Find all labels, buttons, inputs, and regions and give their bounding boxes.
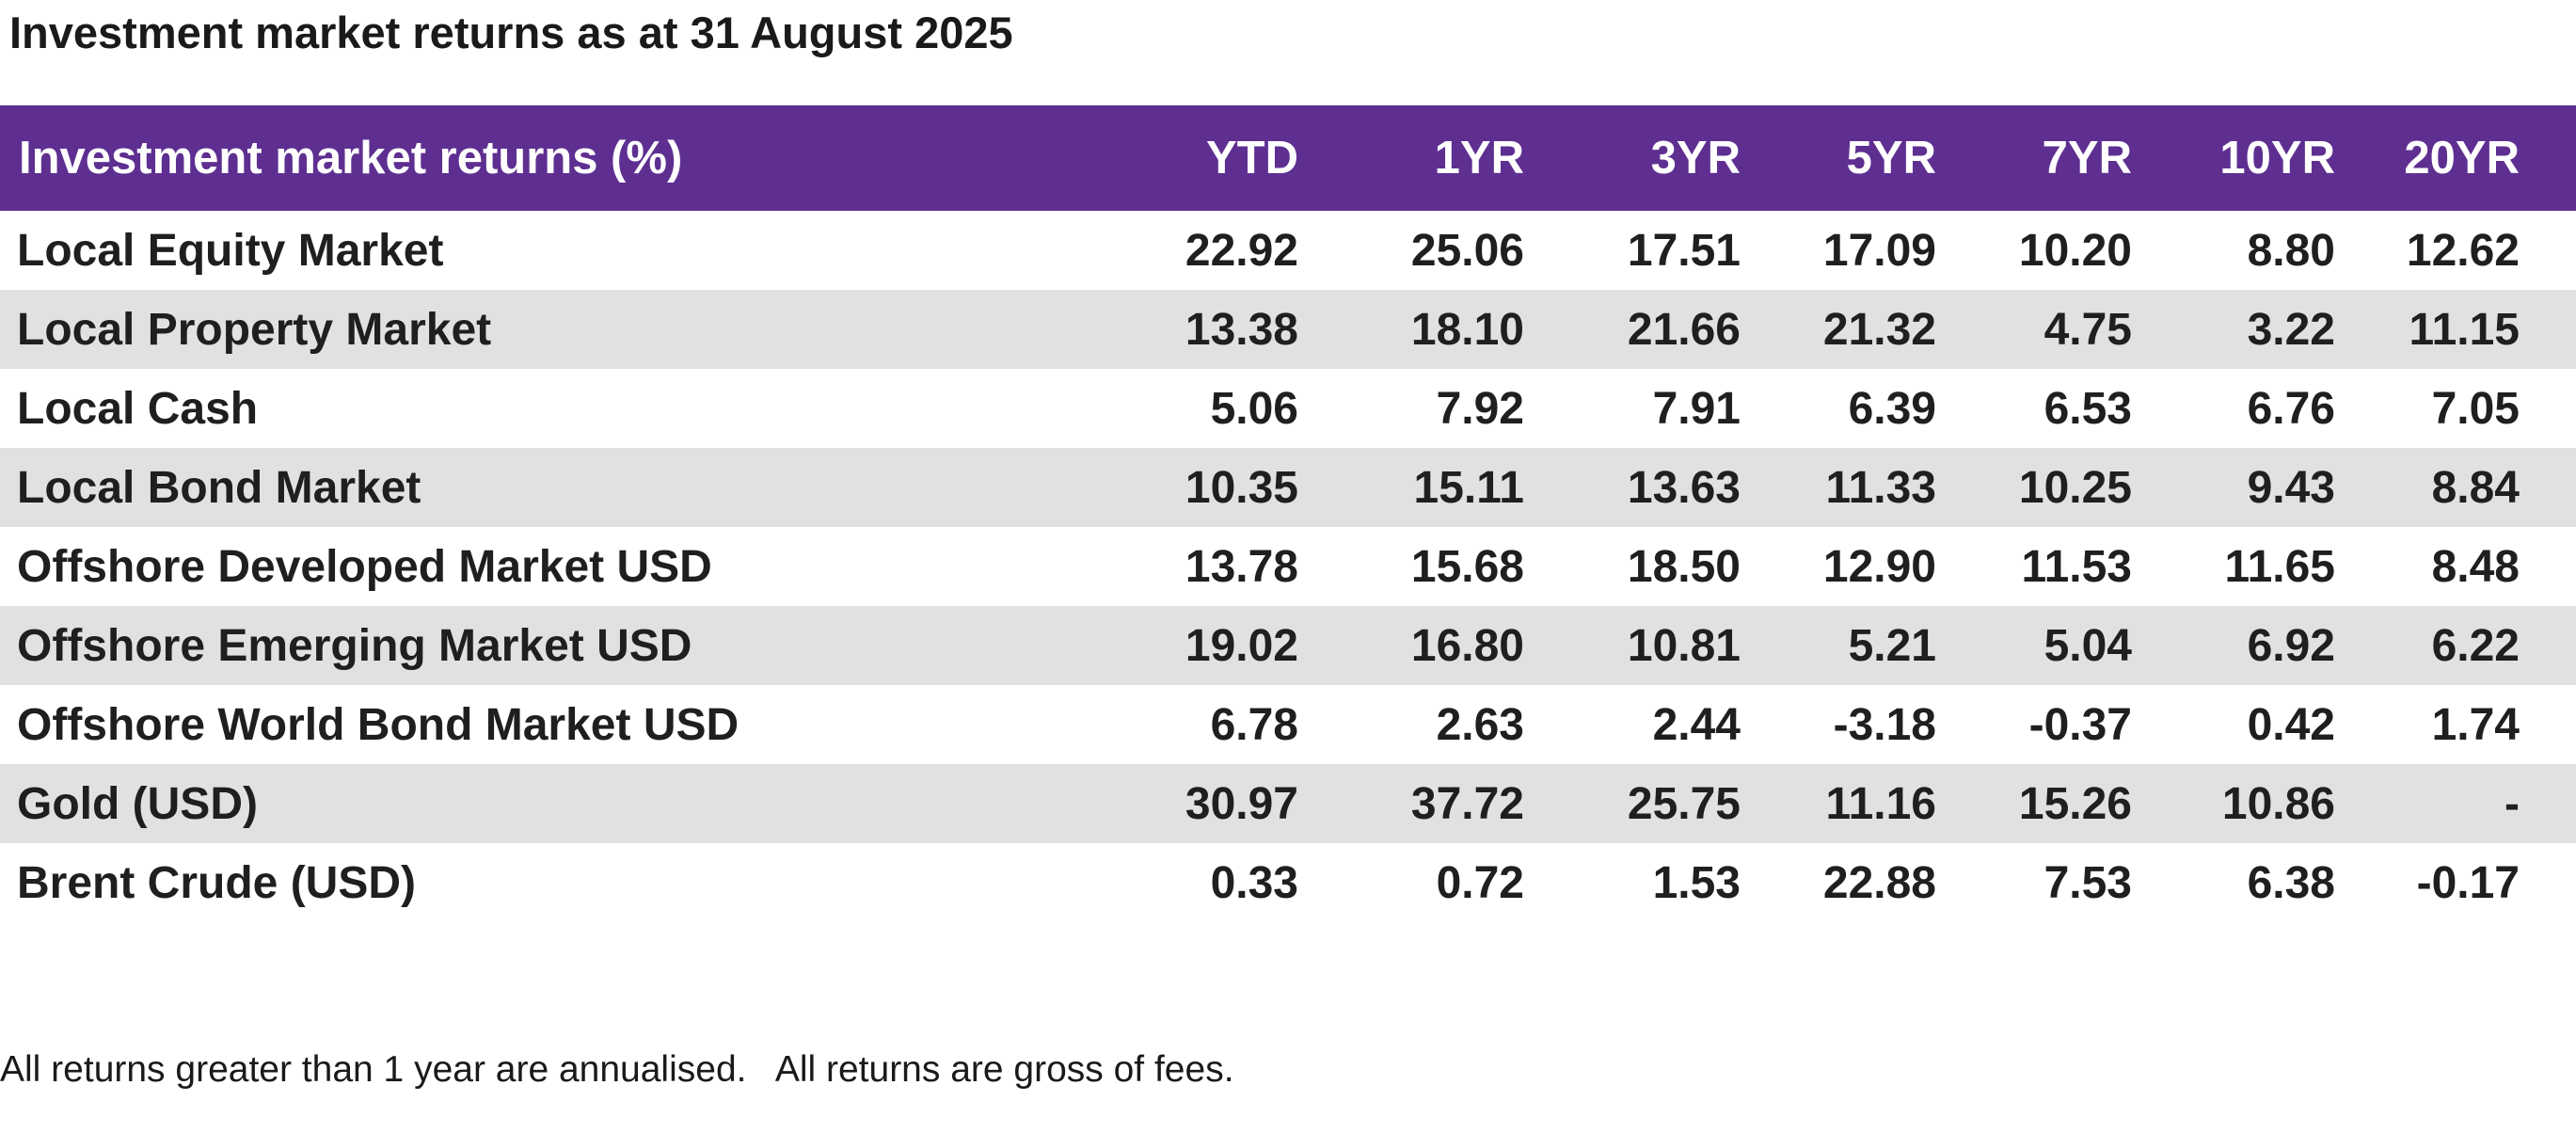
cell-3yr: 13.63 xyxy=(1627,462,1741,513)
row-label: Local Cash xyxy=(17,383,259,434)
table-row: Offshore Emerging Market USD 19.02 16.80… xyxy=(0,606,2576,685)
row-label: Gold (USD) xyxy=(17,778,258,829)
cell-1yr: 15.68 xyxy=(1410,541,1524,592)
cell-20yr: 6.22 xyxy=(2431,620,2520,671)
cell-7yr: 6.53 xyxy=(2043,383,2132,434)
cell-ytd: 13.38 xyxy=(1185,304,1298,355)
cell-1yr: 16.80 xyxy=(1410,620,1524,671)
cell-7yr: 10.25 xyxy=(2018,462,2132,513)
table-row: Brent Crude (USD) 0.33 0.72 1.53 22.88 7… xyxy=(0,843,2576,922)
header-7yr: 7YR xyxy=(2042,133,2132,184)
cell-10yr: 8.80 xyxy=(2247,225,2335,276)
row-label: Local Bond Market xyxy=(17,462,421,513)
cell-5yr: -3.18 xyxy=(1833,699,1936,750)
cell-5yr: 11.16 xyxy=(1825,778,1936,829)
cell-20yr: 12.62 xyxy=(2406,225,2520,276)
table-row: Offshore Developed Market USD 13.78 15.6… xyxy=(0,527,2576,606)
cell-20yr: -0.17 xyxy=(2416,857,2520,908)
cell-ytd: 5.06 xyxy=(1210,383,1298,434)
cell-5yr: 17.09 xyxy=(1822,225,1936,276)
cell-5yr: 11.33 xyxy=(1825,462,1936,513)
page-title: Investment market returns as at 31 Augus… xyxy=(9,8,1013,57)
cell-ytd: 22.92 xyxy=(1185,225,1298,276)
cell-7yr: 7.53 xyxy=(2043,857,2132,908)
cell-3yr: 1.53 xyxy=(1652,857,1741,908)
table-row: Local Bond Market 10.35 15.11 13.63 11.3… xyxy=(0,448,2576,527)
table-row: Gold (USD) 30.97 37.72 25.75 11.16 15.26… xyxy=(0,764,2576,843)
cell-5yr: 6.39 xyxy=(1848,383,1936,434)
cell-1yr: 18.10 xyxy=(1410,304,1524,355)
cell-7yr: 15.26 xyxy=(2018,778,2132,829)
cell-10yr: 9.43 xyxy=(2247,462,2335,513)
cell-7yr: 11.53 xyxy=(2021,541,2132,592)
table-row: Offshore World Bond Market USD 6.78 2.63… xyxy=(0,685,2576,764)
cell-10yr: 6.92 xyxy=(2247,620,2335,671)
cell-5yr: 22.88 xyxy=(1822,857,1936,908)
table-header-row: Investment market returns (%) YTD 1YR 3Y… xyxy=(0,105,2576,211)
cell-ytd: 30.97 xyxy=(1185,778,1298,829)
cell-1yr: 37.72 xyxy=(1410,778,1524,829)
cell-7yr: -0.37 xyxy=(2028,699,2132,750)
cell-3yr: 25.75 xyxy=(1627,778,1741,829)
cell-7yr: 4.75 xyxy=(2043,304,2132,355)
header-5yr: 5YR xyxy=(1846,133,1936,184)
cell-5yr: 21.32 xyxy=(1822,304,1936,355)
row-label: Local Property Market xyxy=(17,304,492,355)
header-ytd: YTD xyxy=(1206,133,1298,184)
cell-10yr: 11.65 xyxy=(2224,541,2335,592)
cell-10yr: 0.42 xyxy=(2247,699,2335,750)
cell-1yr: 0.72 xyxy=(1436,857,1524,908)
row-label: Offshore Developed Market USD xyxy=(17,541,712,592)
cell-10yr: 6.76 xyxy=(2247,383,2335,434)
cell-ytd: 0.33 xyxy=(1210,857,1298,908)
cell-1yr: 7.92 xyxy=(1436,383,1524,434)
header-20yr: 20YR xyxy=(2404,133,2520,184)
cell-1yr: 2.63 xyxy=(1436,699,1524,750)
cell-5yr: 12.90 xyxy=(1822,541,1936,592)
cell-3yr: 2.44 xyxy=(1652,699,1741,750)
table-row: Local Equity Market 22.92 25.06 17.51 17… xyxy=(0,211,2576,290)
row-label: Local Equity Market xyxy=(17,225,444,276)
table-row: Local Property Market 13.38 18.10 21.66 … xyxy=(0,290,2576,369)
footnote: All returns greater than 1 year are annu… xyxy=(0,1049,1234,1090)
cell-7yr: 10.20 xyxy=(2018,225,2132,276)
header-3yr: 3YR xyxy=(1650,133,1741,184)
cell-3yr: 10.81 xyxy=(1627,620,1741,671)
table-row: Local Cash 5.06 7.92 7.91 6.39 6.53 6.76… xyxy=(0,369,2576,448)
cell-3yr: 18.50 xyxy=(1627,541,1741,592)
cell-ytd: 10.35 xyxy=(1185,462,1298,513)
cell-20yr: 7.05 xyxy=(2431,383,2520,434)
cell-20yr: - xyxy=(2504,778,2520,829)
cell-3yr: 17.51 xyxy=(1627,225,1741,276)
header-10yr: 10YR xyxy=(2219,133,2335,184)
cell-ytd: 6.78 xyxy=(1210,699,1298,750)
cell-5yr: 5.21 xyxy=(1848,620,1936,671)
cell-1yr: 15.11 xyxy=(1413,462,1524,513)
cell-10yr: 10.86 xyxy=(2221,778,2335,829)
row-label: Brent Crude (USD) xyxy=(17,857,417,908)
returns-table: Investment market returns (%) YTD 1YR 3Y… xyxy=(0,105,2576,922)
cell-20yr: 1.74 xyxy=(2431,699,2520,750)
header-1yr: 1YR xyxy=(1434,133,1524,184)
cell-ytd: 19.02 xyxy=(1185,620,1298,671)
header-investment-market-returns: Investment market returns (%) xyxy=(19,133,683,184)
cell-20yr: 11.15 xyxy=(2409,304,2520,355)
cell-3yr: 21.66 xyxy=(1627,304,1741,355)
row-label: Offshore Emerging Market USD xyxy=(17,620,692,671)
cell-20yr: 8.48 xyxy=(2431,541,2520,592)
cell-3yr: 7.91 xyxy=(1652,383,1741,434)
cell-7yr: 5.04 xyxy=(2043,620,2132,671)
cell-10yr: 6.38 xyxy=(2247,857,2335,908)
cell-10yr: 3.22 xyxy=(2247,304,2335,355)
cell-20yr: 8.84 xyxy=(2431,462,2520,513)
cell-1yr: 25.06 xyxy=(1410,225,1524,276)
row-label: Offshore World Bond Market USD xyxy=(17,699,739,750)
cell-ytd: 13.78 xyxy=(1185,541,1298,592)
